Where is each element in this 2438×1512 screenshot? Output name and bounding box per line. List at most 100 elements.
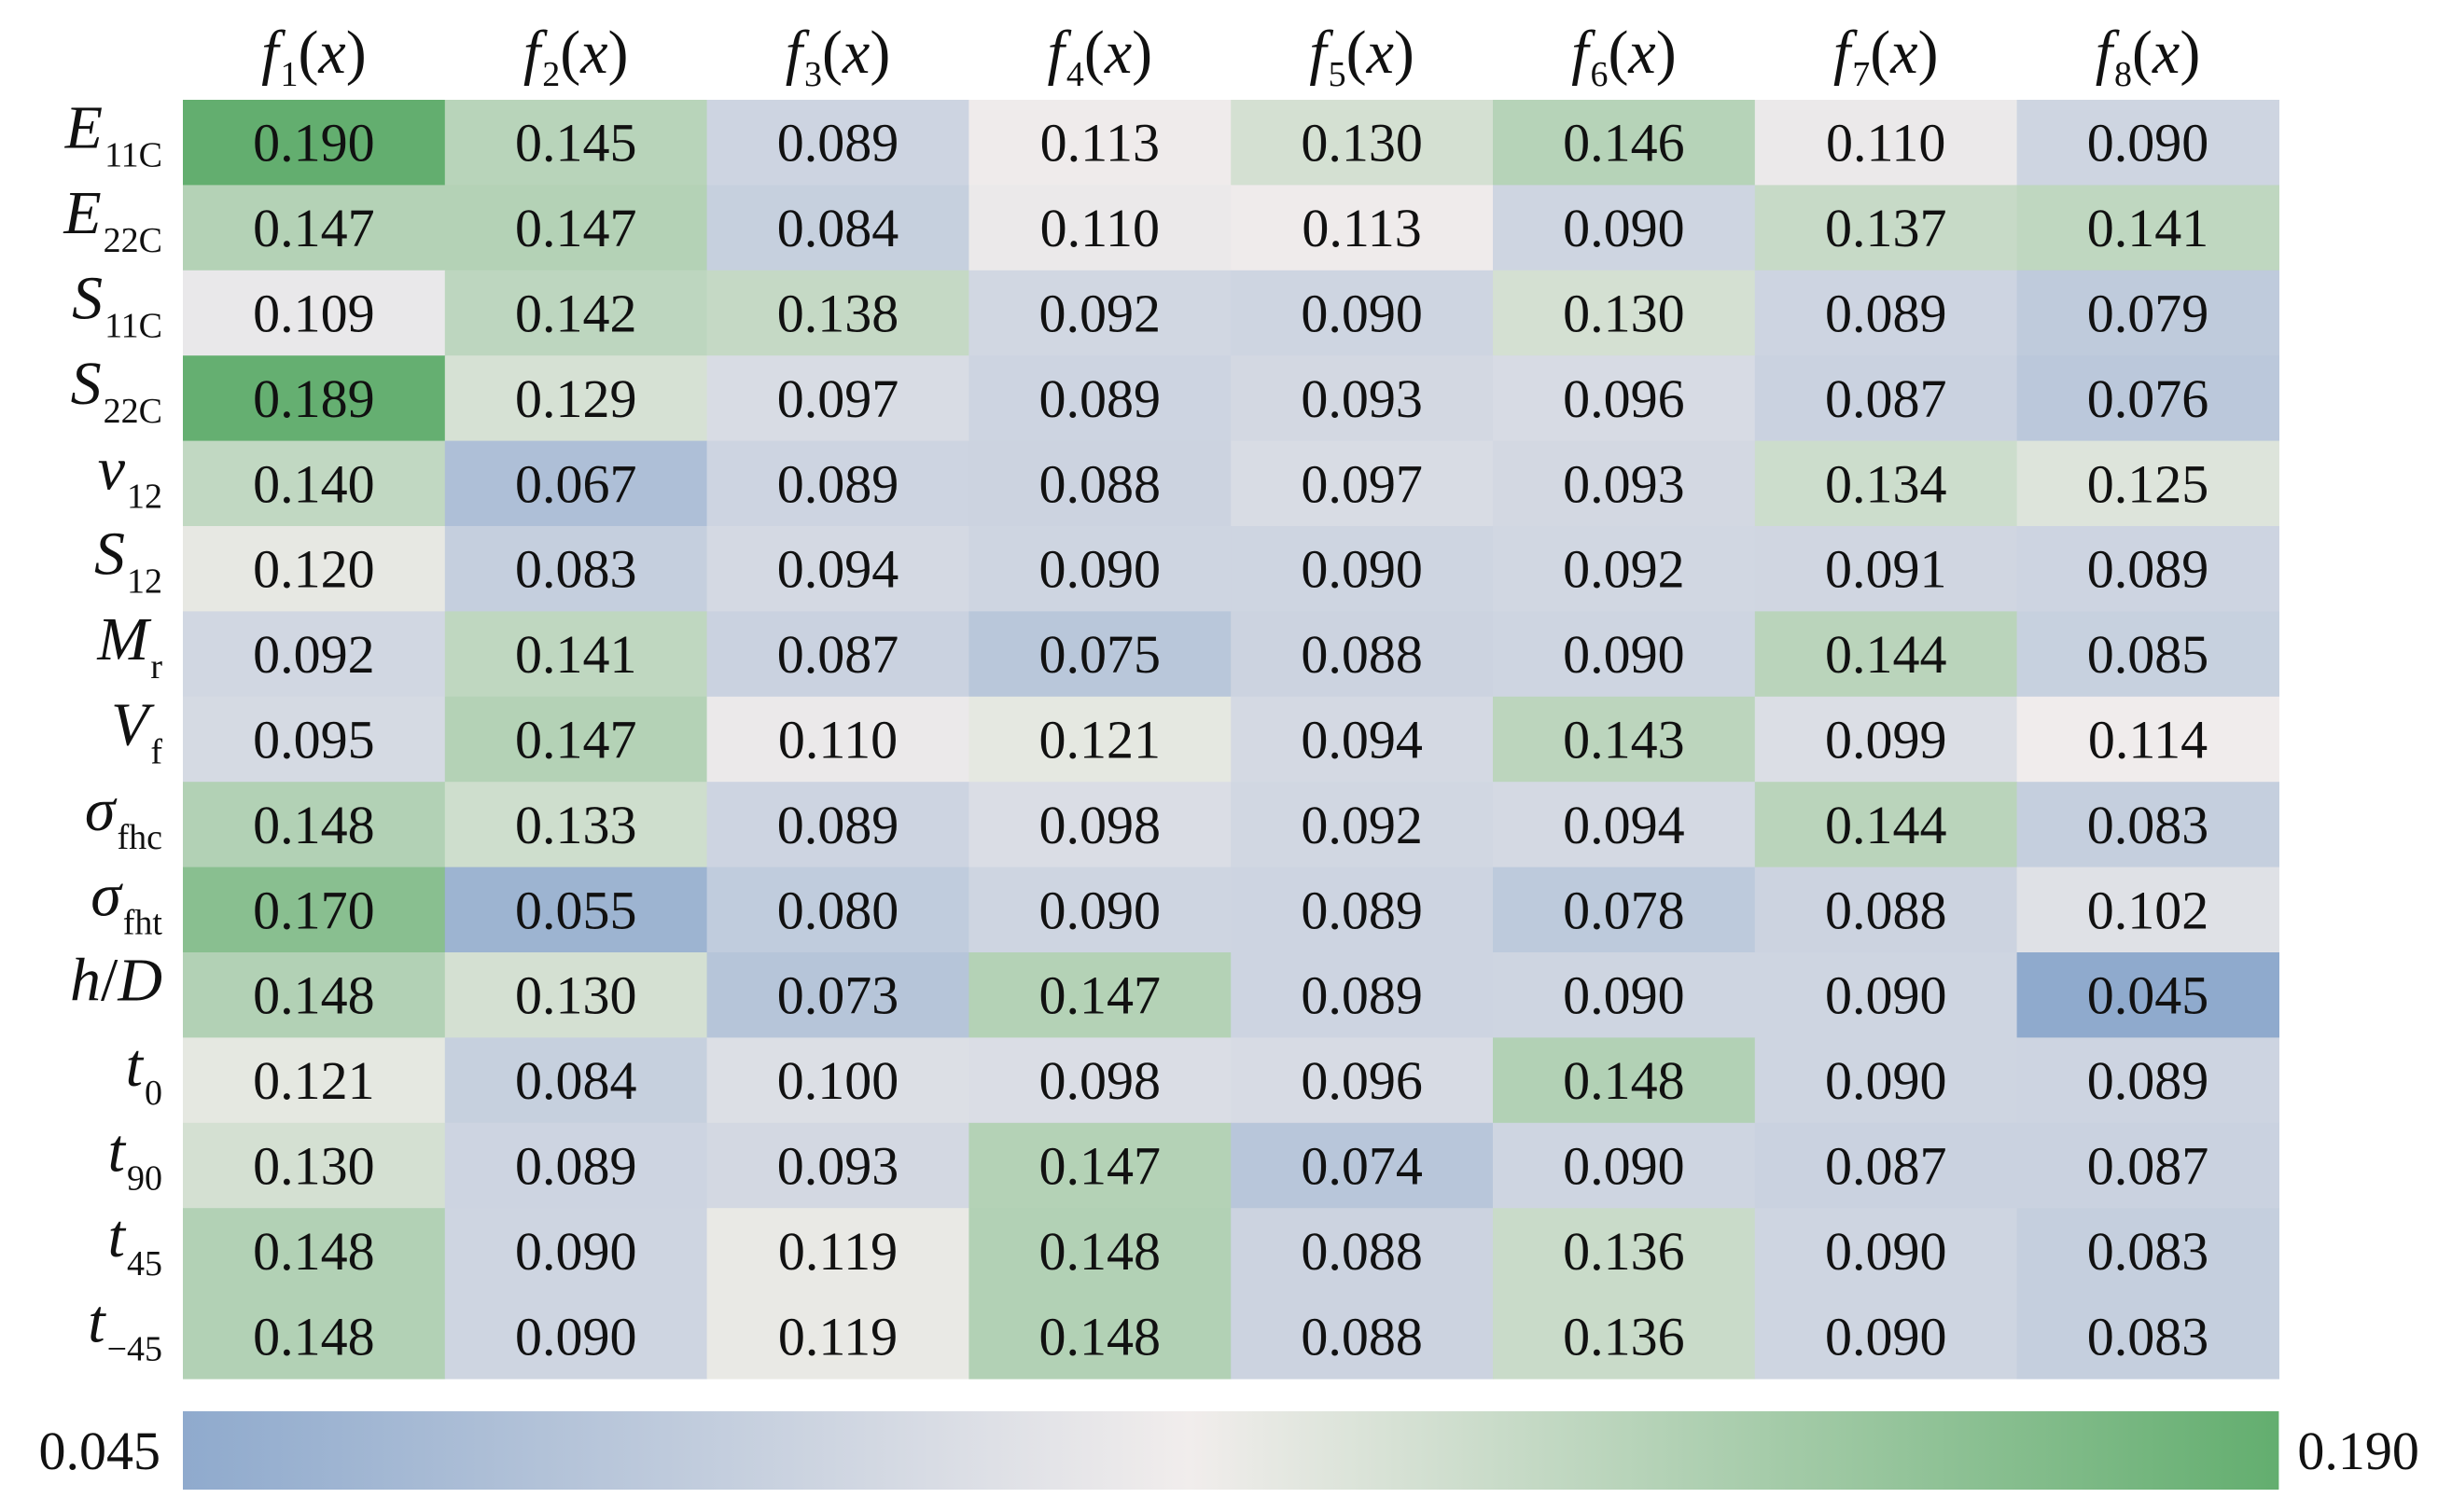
heatmap-cell-r8-c7	[1754, 696, 2018, 783]
row-label-5: v12	[98, 435, 162, 516]
cell-value-r2-c3: 0.084	[777, 198, 899, 258]
heatmap-cell-r2-c5	[1231, 185, 1494, 271]
cell-value-r6-c7: 0.091	[1825, 539, 1947, 600]
heatmap-cell-r2-c1	[183, 185, 446, 271]
heatmap-cell-r12-c2	[444, 1037, 708, 1124]
heatmap-cell-r1-c5	[1231, 100, 1494, 186]
colorbar-gradient-bar	[183, 1411, 2279, 1490]
heatmap-cell-r12-c8	[2016, 1037, 2279, 1124]
cell-value-r12-c7: 0.090	[1825, 1050, 1947, 1111]
cell-value-r10-c8: 0.102	[2087, 880, 2209, 940]
heatmap-cell-r2-c2	[444, 185, 708, 271]
cell-value-r8-c5: 0.094	[1301, 710, 1423, 770]
heatmap-cell-r7-c4	[968, 611, 1232, 698]
row-label-1: E11C	[64, 94, 162, 175]
heatmap-cell-r13-c5	[1231, 1122, 1494, 1209]
cell-value-r1-c1: 0.190	[253, 113, 375, 173]
heatmap-cell-r11-c1	[183, 952, 446, 1038]
cell-value-r11-c4: 0.147	[1039, 965, 1162, 1026]
heatmap-cell-r4-c8	[2016, 355, 2279, 442]
row-label-3: S11C	[72, 265, 162, 346]
row-label-11: h/D	[70, 947, 162, 1015]
heatmap-cell-r13-c4	[968, 1122, 1232, 1209]
heatmap-cell-r9-c8	[2016, 782, 2279, 868]
cell-value-r7-c4: 0.075	[1039, 624, 1162, 685]
row-label-14: t45	[108, 1202, 162, 1283]
row-label-12: t0	[126, 1032, 162, 1113]
row-label-7: Mr	[96, 605, 162, 687]
cell-value-r3-c4: 0.092	[1039, 284, 1162, 344]
cell-value-r12-c2: 0.084	[515, 1050, 637, 1111]
cell-value-r1-c3: 0.089	[777, 113, 899, 173]
heatmap-cell-r13-c3	[706, 1122, 969, 1209]
heatmap-cell-r6-c6	[1493, 526, 1756, 612]
heatmap-cell-r6-c5	[1231, 526, 1494, 612]
cell-value-r7-c3: 0.087	[777, 624, 899, 685]
column-label-5: f5(x)	[1309, 19, 1414, 94]
heatmap-cell-r11-c7	[1754, 952, 2018, 1038]
row-label-6: S12	[94, 520, 162, 602]
cell-value-r1-c2: 0.145	[515, 113, 637, 173]
cell-value-r3-c3: 0.138	[777, 284, 899, 344]
heatmap-cell-r3-c1	[183, 270, 446, 356]
cell-value-r14-c3: 0.119	[778, 1221, 898, 1282]
heatmap-cell-r2-c8	[2016, 185, 2279, 271]
cell-value-r13-c7: 0.087	[1825, 1136, 1947, 1197]
cell-value-r5-c1: 0.140	[253, 453, 375, 514]
cell-value-r13-c8: 0.087	[2087, 1136, 2209, 1197]
cell-value-r2-c8: 0.141	[2087, 198, 2209, 258]
cell-value-r7-c8: 0.085	[2087, 624, 2209, 685]
cell-value-r7-c5: 0.088	[1301, 624, 1423, 685]
heatmap-cell-r8-c4	[968, 696, 1232, 783]
heatmap-cell-r2-c6	[1493, 185, 1756, 271]
heatmap-cell-r12-c3	[706, 1037, 969, 1124]
cell-value-r1-c7: 0.110	[1826, 113, 1945, 173]
heatmap-cell-r10-c1	[183, 867, 446, 953]
heatmap-cell-r15-c1	[183, 1293, 446, 1380]
heatmap-cell-r3-c8	[2016, 270, 2279, 356]
heatmap-cell-r14-c1	[183, 1208, 446, 1295]
cell-value-r15-c4: 0.148	[1039, 1306, 1162, 1366]
heatmap-cell-r2-c7	[1754, 185, 2018, 271]
cell-value-r5-c6: 0.093	[1563, 453, 1685, 514]
heatmap-cell-r14-c5	[1231, 1208, 1494, 1295]
heatmap-cell-r11-c5	[1231, 952, 1494, 1038]
row-label-4: S22C	[71, 350, 162, 431]
row-label-10: σfht	[91, 861, 162, 942]
cell-value-r11-c2: 0.130	[515, 965, 637, 1026]
cell-value-r9-c5: 0.092	[1301, 795, 1423, 855]
cell-value-r6-c8: 0.089	[2087, 539, 2209, 600]
cell-value-r12-c8: 0.089	[2087, 1050, 2209, 1111]
cell-value-r2-c2: 0.147	[515, 198, 637, 258]
heatmap-cell-r1-c4	[968, 100, 1232, 186]
heatmap-cell-r9-c7	[1754, 782, 2018, 868]
cell-value-r6-c4: 0.090	[1039, 539, 1162, 600]
heatmap-cell-r12-c4	[968, 1037, 1232, 1124]
cell-value-r13-c5: 0.074	[1301, 1136, 1423, 1197]
cell-value-r14-c8: 0.083	[2087, 1221, 2209, 1282]
cell-value-r5-c2: 0.067	[515, 453, 637, 514]
heatmap-cell-r7-c3	[706, 611, 969, 698]
heatmap-cell-r1-c1	[183, 100, 446, 186]
heatmap-cell-r15-c7	[1754, 1293, 2018, 1380]
heatmap-cell-r12-c7	[1754, 1037, 2018, 1124]
heatmap-cell-r6-c3	[706, 526, 969, 612]
cell-value-r9-c4: 0.098	[1039, 795, 1162, 855]
cell-value-r9-c7: 0.144	[1825, 795, 1947, 855]
heatmap-cell-r5-c3	[706, 440, 969, 527]
heatmap-cell-r8-c2	[444, 696, 708, 783]
cell-value-r5-c4: 0.088	[1039, 453, 1162, 514]
heatmap-cell-r2-c4	[968, 185, 1232, 271]
row-label-15: t−45	[88, 1287, 162, 1368]
heatmap-cell-r11-c6	[1493, 952, 1756, 1038]
cell-value-r15-c3: 0.119	[778, 1306, 898, 1366]
column-label-6: f6(x)	[1571, 19, 1677, 94]
cell-value-r6-c2: 0.083	[515, 539, 637, 600]
row-label-9: σfhc	[85, 776, 162, 857]
cell-value-r9-c8: 0.083	[2087, 795, 2209, 855]
cell-value-r6-c5: 0.090	[1301, 539, 1423, 600]
heatmap-cell-r3-c2	[444, 270, 708, 356]
cell-value-r2-c4: 0.110	[1040, 198, 1160, 258]
cell-value-r15-c1: 0.148	[253, 1306, 375, 1366]
row-label-2: E22C	[63, 179, 162, 260]
